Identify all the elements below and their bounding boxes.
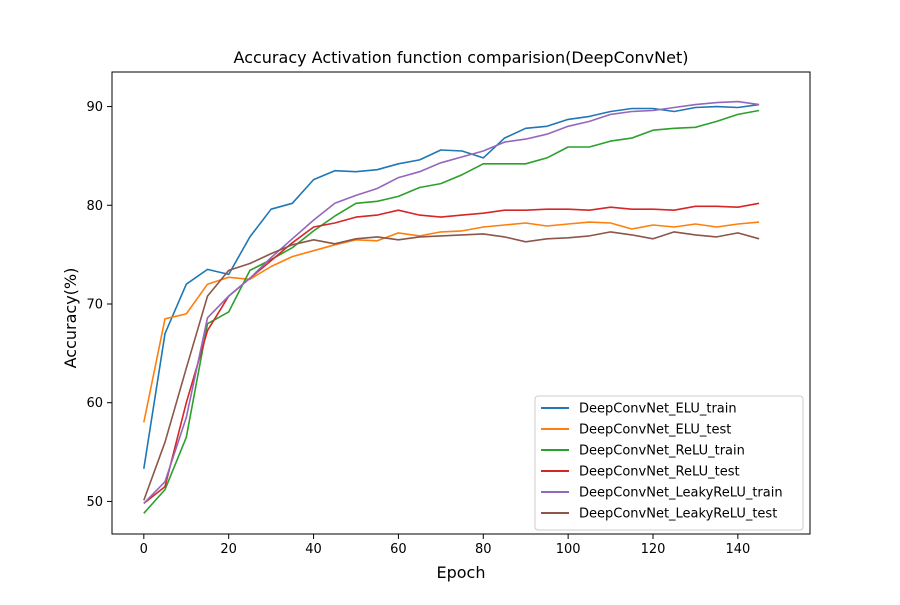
axes-layer: 0 20 40 60 80 100 120 140 50 60 70 80 90 xyxy=(86,71,811,557)
legend-label: DeepConvNet_ELU_train xyxy=(579,402,737,417)
x-tick-label: 40 xyxy=(305,542,322,557)
y-tick-label: 80 xyxy=(86,199,103,214)
legend-box xyxy=(534,395,804,531)
x-tick-label: 100 xyxy=(556,542,581,557)
legend: DeepConvNet_ELU_train DeepConvNet_ELU_tes… xyxy=(534,395,804,531)
y-axis-label: Accuracy(%) xyxy=(61,268,80,369)
legend-label: DeepConvNet_LeakyReLU_train xyxy=(579,486,783,501)
series-line-2 xyxy=(143,109,760,514)
x-tick-label: 120 xyxy=(641,542,666,557)
series-layer xyxy=(143,100,760,514)
x-tick-label: 140 xyxy=(725,542,750,557)
series-line-4 xyxy=(143,100,760,504)
chart-title: Accuracy Activation function comparision… xyxy=(234,48,689,67)
y-tick-label: 60 xyxy=(86,396,103,411)
x-tick-label: 60 xyxy=(390,542,407,557)
series-line-5 xyxy=(143,231,760,501)
legend-label: DeepConvNet_ELU_test xyxy=(579,423,731,438)
y-tick-label: 70 xyxy=(86,297,103,312)
legend-label: DeepConvNet_ReLU_train xyxy=(579,444,745,459)
y-tick-label: 50 xyxy=(86,495,103,510)
x-axis-label: Epoch xyxy=(437,563,486,582)
axes-frame xyxy=(111,71,811,535)
x-tick-label: 0 xyxy=(140,542,148,557)
y-tick-label: 90 xyxy=(86,100,103,115)
legend-label: DeepConvNet_LeakyReLU_test xyxy=(579,507,777,522)
series-line-1 xyxy=(143,221,760,423)
x-tick-label: 20 xyxy=(220,542,237,557)
series-line-0 xyxy=(143,103,760,469)
legend-label: DeepConvNet_ReLU_test xyxy=(579,465,740,480)
x-tick-label: 80 xyxy=(475,542,492,557)
